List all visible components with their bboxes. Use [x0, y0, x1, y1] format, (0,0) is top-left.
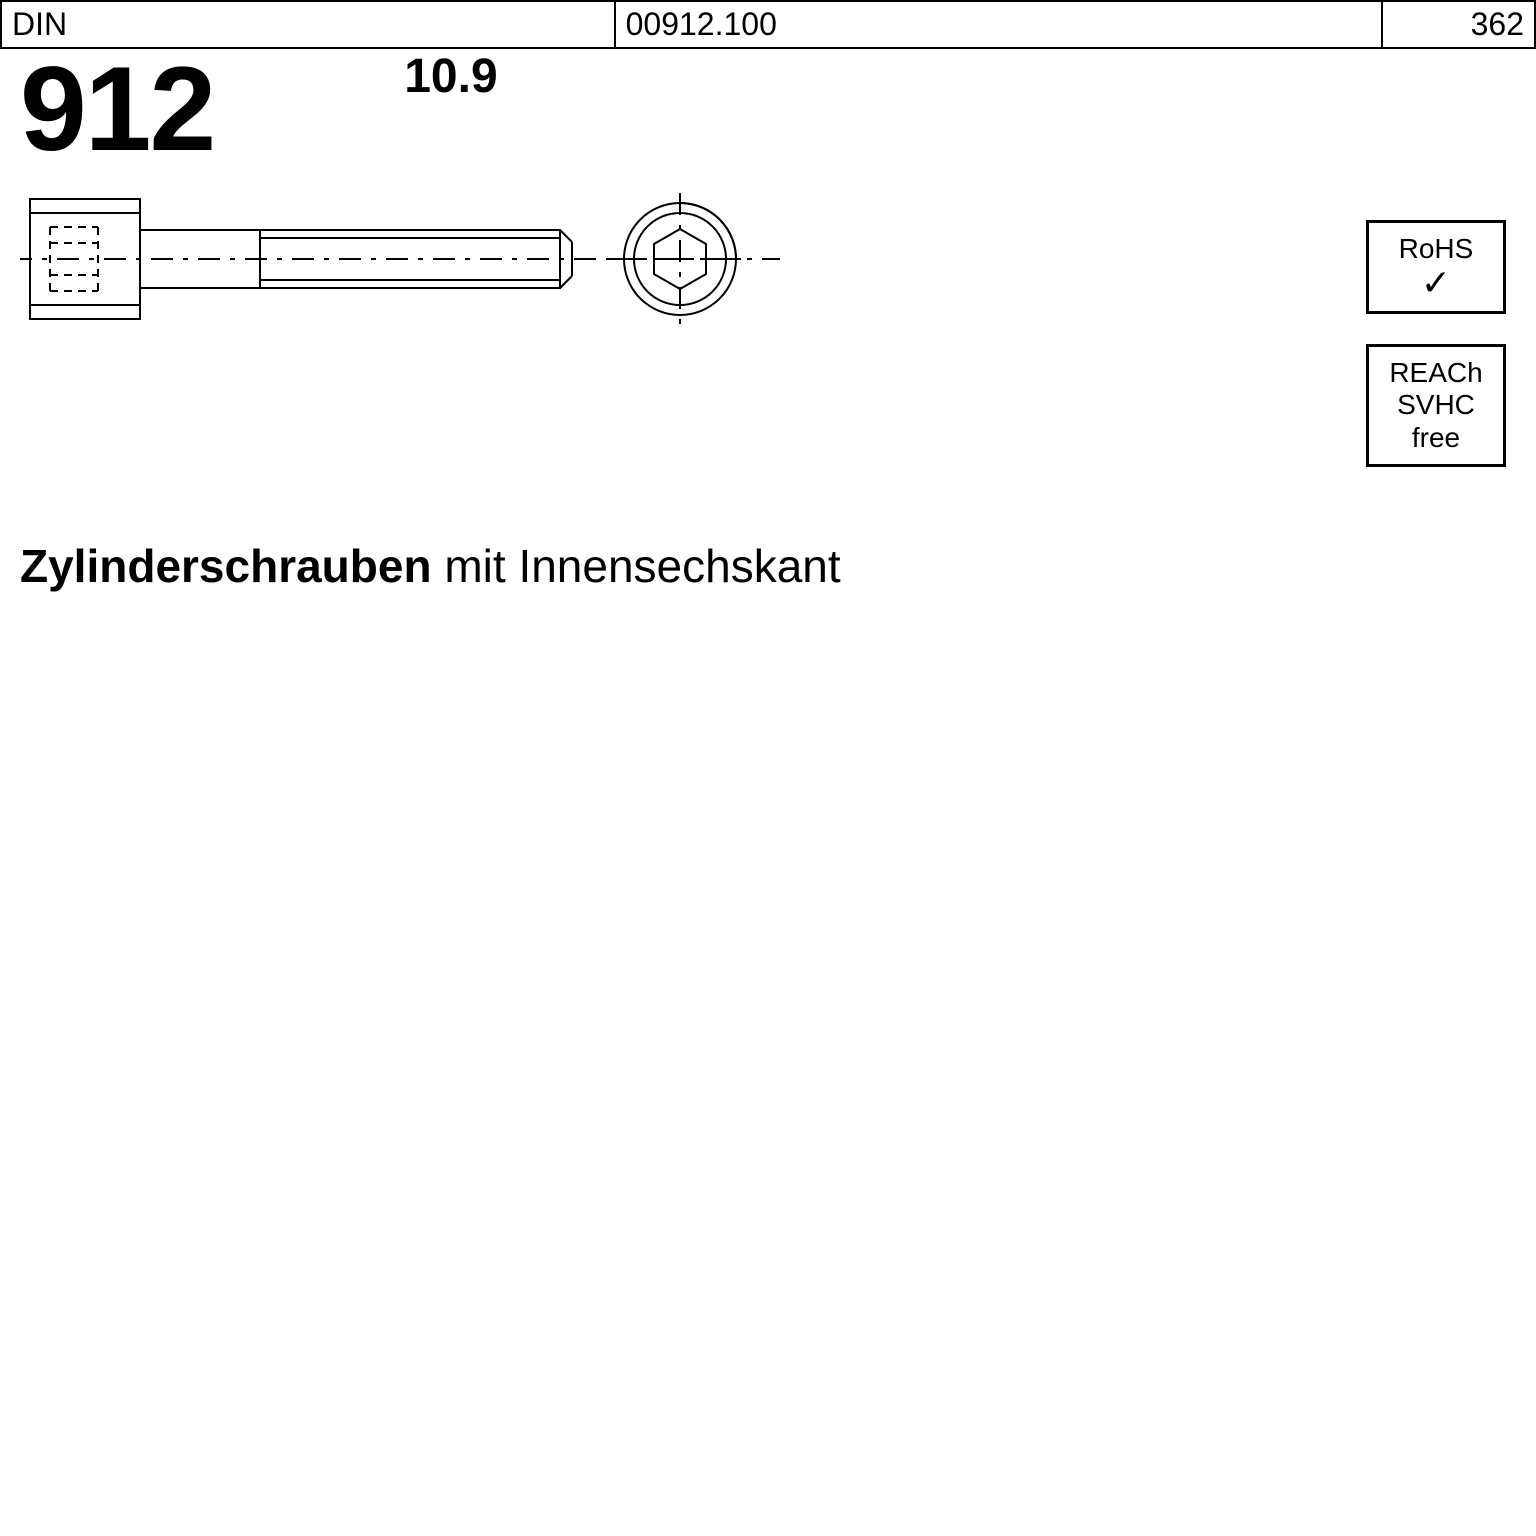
standard-row: 912 10.9 — [0, 49, 1536, 179]
header-table: DIN 00912.100 362 — [0, 0, 1536, 49]
reach-line3: free — [1377, 422, 1495, 454]
standard-number: 912 — [0, 49, 224, 179]
grade: 10.9 — [404, 49, 497, 179]
compliance-badges: RoHS ✓ REACh SVHC free — [1366, 220, 1506, 467]
title-rest: mit Innensechskant — [432, 540, 841, 592]
header-left: DIN — [1, 1, 615, 48]
reach-line1: REACh — [1377, 357, 1495, 389]
product-title: Zylinderschrauben mit Innensechskant — [0, 539, 1536, 593]
screw-diagram — [20, 189, 780, 349]
reach-line2: SVHC — [1377, 389, 1495, 421]
check-icon: ✓ — [1377, 265, 1495, 301]
diagram-area — [0, 179, 1536, 479]
header-mid: 00912.100 — [615, 1, 1382, 48]
reach-badge: REACh SVHC free — [1366, 344, 1506, 467]
rohs-label: RoHS — [1377, 233, 1495, 265]
header-right: 362 — [1382, 1, 1535, 48]
title-bold: Zylinderschrauben — [20, 540, 432, 592]
rohs-badge: RoHS ✓ — [1366, 220, 1506, 314]
